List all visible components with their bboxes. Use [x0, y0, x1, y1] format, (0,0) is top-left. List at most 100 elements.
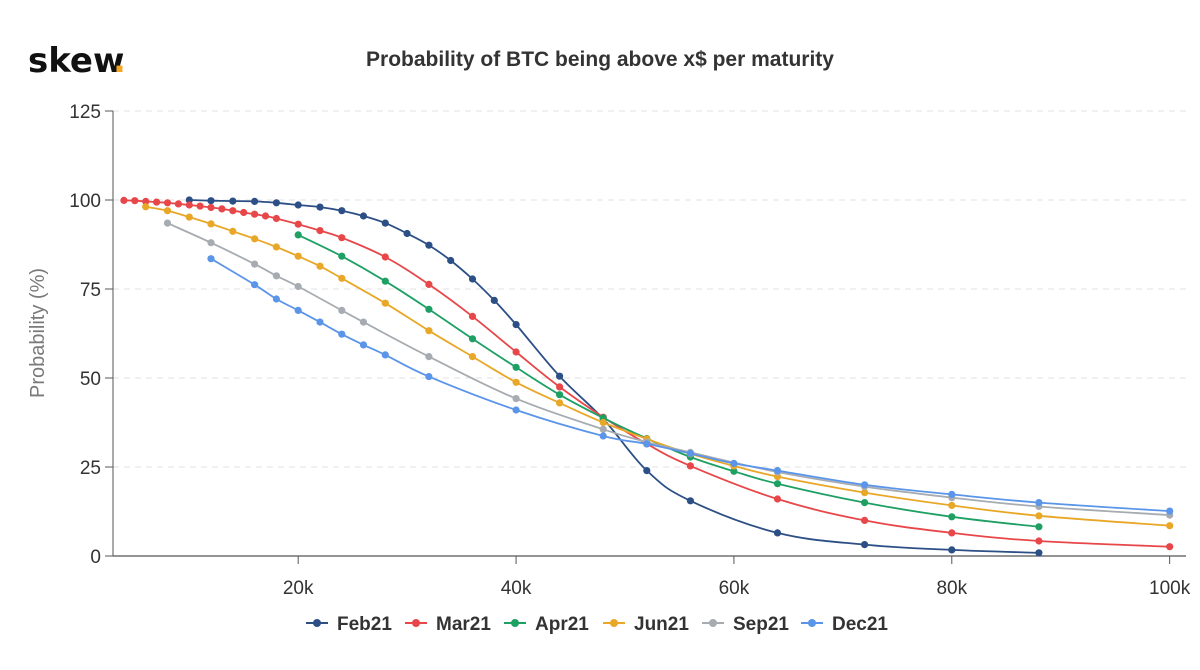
data-point-apr21 [512, 363, 520, 371]
data-point-mar21 [261, 212, 270, 220]
data-point-mar21 [1035, 537, 1043, 545]
data-point-mar21 [425, 280, 433, 288]
data-point-jun21 [1166, 522, 1174, 530]
legend-marker-feb21 [313, 619, 321, 627]
y-tick-label: 50 [80, 369, 101, 390]
data-point-dec21 [861, 481, 869, 489]
series-line-apr21 [297, 234, 1040, 528]
data-point-dec21 [338, 330, 346, 338]
legend-marker-mar21 [412, 619, 420, 627]
data-point-jun21 [142, 203, 150, 211]
chart-title: Probability of BTC being above x$ per ma… [366, 48, 834, 71]
x-tick-label: 40k [501, 578, 532, 599]
data-point-sep21 [294, 282, 302, 291]
data-point-feb21 [294, 201, 302, 209]
legend-item-sep21[interactable]: Sep21 [702, 614, 789, 635]
series-group [120, 196, 1174, 557]
data-point-dec21 [643, 440, 651, 448]
y-tick-label: 100 [69, 191, 101, 212]
data-point-feb21 [468, 275, 477, 283]
series-dec21 [207, 255, 1174, 515]
legend-item-mar21[interactable]: Mar21 [405, 614, 491, 635]
legend-item-dec21[interactable]: Dec21 [801, 614, 888, 635]
series-apr21 [294, 231, 1043, 531]
legend-label-apr21: Apr21 [535, 614, 589, 635]
data-point-feb21 [185, 196, 193, 204]
legend-marker-sep21 [709, 619, 717, 627]
legend-item-apr21[interactable]: Apr21 [504, 614, 589, 635]
legend-label-sep21: Sep21 [733, 614, 789, 635]
data-point-jun21 [425, 327, 433, 335]
data-point-sep21 [338, 306, 346, 314]
legend-marker-apr21 [511, 619, 519, 627]
data-point-apr21 [730, 467, 738, 475]
data-point-mar21 [861, 516, 869, 525]
data-point-feb21 [556, 372, 564, 380]
legend-item-jun21[interactable]: Jun21 [603, 614, 689, 635]
data-point-jun21 [556, 399, 564, 407]
data-point-mar21 [556, 383, 564, 391]
data-point-feb21 [1035, 549, 1043, 557]
y-tick-label: 25 [80, 458, 101, 479]
gridlines [113, 110, 1186, 468]
data-point-sep21 [272, 272, 280, 280]
data-point-jun21 [381, 299, 389, 307]
data-point-sep21 [251, 260, 259, 268]
data-point-jun21 [229, 227, 237, 235]
data-point-sep21 [359, 318, 368, 326]
data-point-mar21 [142, 197, 150, 205]
data-point-dec21 [251, 281, 259, 289]
data-point-jun21 [338, 274, 346, 282]
data-point-mar21 [207, 203, 215, 212]
data-point-dec21 [316, 318, 324, 326]
data-point-jun21 [512, 378, 520, 386]
data-point-apr21 [773, 480, 782, 488]
data-point-apr21 [1035, 523, 1043, 531]
data-point-apr21 [381, 277, 389, 285]
data-point-dec21 [381, 351, 389, 359]
data-point-sep21 [163, 219, 172, 227]
data-point-feb21 [251, 197, 259, 205]
data-point-feb21 [512, 321, 520, 329]
data-point-feb21 [229, 197, 237, 205]
data-point-mar21 [196, 202, 204, 210]
data-point-mar21 [338, 234, 346, 242]
data-point-mar21 [316, 227, 324, 235]
data-point-dec21 [272, 295, 280, 303]
data-point-mar21 [512, 348, 520, 356]
legend-label-jun21: Jun21 [634, 614, 689, 635]
data-point-dec21 [948, 490, 956, 498]
data-point-feb21 [861, 541, 869, 549]
legend[interactable]: Feb21 Mar21 Apr21 Jun21 Sep21 Dec21 [306, 614, 888, 635]
data-point-jun21 [599, 418, 607, 427]
y-tick-label: 75 [80, 280, 101, 301]
data-point-jun21 [185, 213, 193, 221]
legend-marker-dec21 [808, 619, 816, 627]
data-point-jun21 [861, 489, 869, 497]
x-tick-label: 100k [1149, 578, 1191, 599]
data-point-mar21 [163, 199, 172, 207]
legend-item-feb21[interactable]: Feb21 [306, 614, 392, 635]
data-point-sep21 [512, 395, 520, 403]
data-point-mar21 [948, 529, 956, 537]
data-point-dec21 [294, 306, 302, 314]
legend-label-mar21: Mar21 [436, 614, 491, 635]
data-point-feb21 [773, 529, 782, 537]
data-point-dec21 [730, 459, 738, 467]
data-point-dec21 [1166, 507, 1174, 515]
data-point-jun21 [948, 501, 956, 509]
data-point-sep21 [207, 239, 215, 247]
data-point-feb21 [403, 229, 411, 238]
data-point-mar21 [272, 214, 280, 223]
x-axis: 20k 40k 60k 80k 100k [113, 555, 1191, 599]
data-point-feb21 [686, 497, 695, 505]
data-point-jun21 [316, 262, 324, 270]
data-point-feb21 [948, 546, 956, 554]
data-point-mar21 [229, 207, 237, 215]
x-tick-label: 60k [719, 578, 750, 599]
data-point-feb21 [207, 197, 215, 205]
data-point-apr21 [294, 231, 302, 239]
data-point-feb21 [381, 219, 389, 227]
data-point-feb21 [338, 207, 346, 215]
data-point-jun21 [468, 353, 477, 361]
